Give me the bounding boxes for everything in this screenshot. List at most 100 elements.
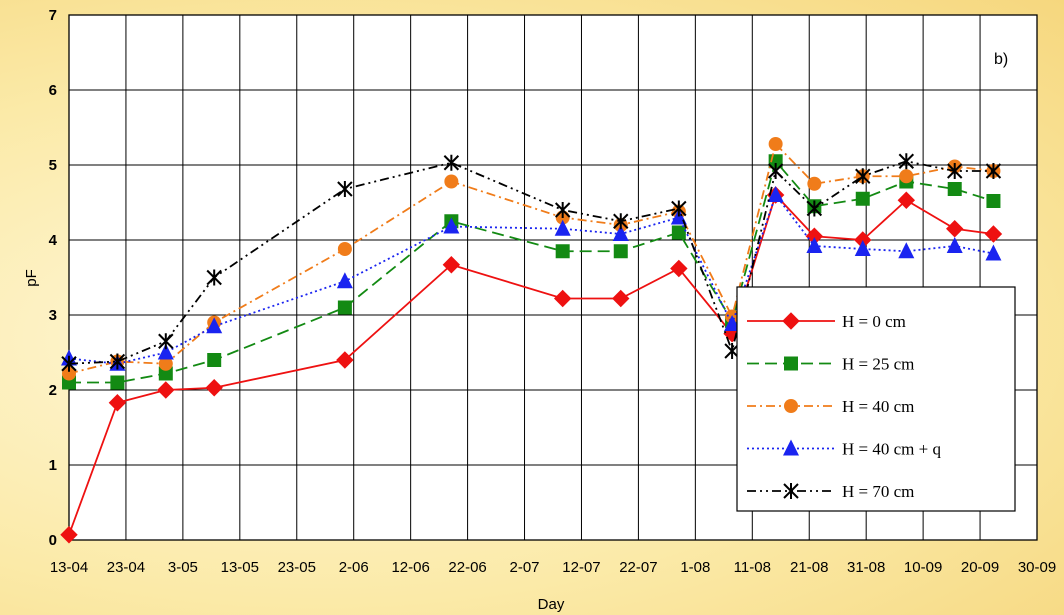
legend-item: H = 0 cm — [747, 312, 906, 331]
y-tick-label: 1 — [49, 457, 57, 474]
diamond-marker — [897, 191, 916, 209]
y-tick-label: 5 — [49, 157, 57, 174]
legend-item: H = 40 cm — [747, 397, 914, 416]
y-tick-label: 2 — [49, 382, 57, 399]
asterisk-marker — [947, 163, 963, 179]
x-tick-label: 22-07 — [619, 559, 657, 576]
legend: H = 0 cm H = 25 cm H = 40 cm H = 40 cm + q H… — [736, 286, 1016, 512]
x-tick-label: 22-06 — [448, 559, 486, 576]
triangle-marker — [783, 439, 799, 456]
square-marker — [784, 356, 798, 371]
square-marker — [986, 194, 1001, 208]
x-tick-label: 12-07 — [562, 559, 600, 576]
data-series — [61, 153, 1002, 372]
square-marker — [158, 366, 173, 381]
data-series — [60, 186, 1003, 544]
asterisk-marker — [855, 168, 871, 185]
square-marker — [337, 300, 352, 315]
square-marker — [671, 225, 686, 240]
triangle-marker — [854, 240, 871, 256]
legend-box — [736, 286, 1016, 512]
diamond-marker — [984, 225, 1003, 243]
y-tick-label: 4 — [49, 232, 58, 249]
diamond-marker — [442, 256, 461, 274]
triangle-marker — [985, 244, 1002, 261]
triangle-marker — [443, 217, 460, 234]
triangle-marker — [806, 237, 823, 253]
asterisk-marker — [613, 213, 629, 230]
x-tick-label: 3-05 — [168, 559, 198, 576]
square-marker — [555, 244, 570, 259]
legend-item: H = 70 cm — [747, 482, 914, 501]
x-tick-label: 10-09 — [904, 559, 942, 576]
x-tick-label: 21-08 — [790, 559, 828, 576]
asterisk-marker — [806, 200, 823, 217]
gridlines — [69, 15, 1037, 540]
square-marker — [613, 244, 628, 259]
diamond-marker — [782, 312, 800, 330]
asterisk-marker — [671, 200, 687, 217]
diamond-marker — [946, 220, 964, 238]
diamond-marker — [205, 379, 223, 397]
series-line — [68, 160, 994, 365]
x-axis-title: Day — [538, 596, 565, 613]
triangle-marker — [898, 242, 915, 259]
asterisk-marker — [443, 154, 460, 171]
legend-item: H = 25 cm — [747, 355, 914, 374]
circle-marker — [337, 242, 352, 256]
square-marker — [207, 353, 222, 367]
legend-label: H = 40 cm + q — [842, 440, 941, 459]
diamond-marker — [670, 259, 688, 278]
triangle-marker — [157, 343, 174, 360]
diamond-marker — [553, 289, 572, 308]
square-marker — [947, 182, 962, 196]
y-tick-label: 3 — [49, 307, 57, 324]
triangle-marker — [767, 186, 784, 202]
series-line — [68, 193, 994, 365]
x-tick-label: 13-04 — [50, 559, 88, 576]
legend-label: H = 70 cm — [842, 482, 914, 501]
triangle-marker — [612, 225, 629, 241]
y-tick-label: 0 — [49, 532, 57, 549]
asterisk-marker — [783, 483, 799, 499]
x-tick-label: 30-09 — [1018, 559, 1056, 576]
diamond-marker — [60, 526, 78, 544]
asterisk-marker — [337, 181, 353, 197]
x-tick-labels: 13-04 23-04 3-05 13-05 23-05 2-06 12-06 22-06 2-… — [50, 559, 1056, 576]
x-tick-label: 12-06 — [391, 559, 429, 576]
circle-marker — [768, 137, 783, 151]
asterisk-marker — [158, 333, 174, 350]
circle-marker — [444, 174, 459, 189]
circle-marker — [899, 169, 914, 184]
x-tick-label: 1-08 — [680, 559, 710, 576]
asterisk-marker — [109, 353, 126, 370]
diamond-marker — [336, 351, 354, 369]
y-tick-label: 7 — [49, 7, 57, 24]
circle-marker — [62, 366, 76, 381]
series-group — [60, 137, 1003, 544]
panel-label: b) — [994, 51, 1008, 68]
triangle-marker — [554, 219, 571, 236]
x-tick-label: 23-05 — [278, 559, 316, 576]
diamond-marker — [108, 394, 127, 412]
legend-label: H = 40 cm — [842, 397, 914, 416]
circle-marker — [807, 176, 822, 191]
diamond-marker — [612, 289, 630, 308]
x-tick-label: 13-05 — [221, 559, 259, 576]
x-tick-label: 2-06 — [339, 559, 369, 576]
series-line — [68, 193, 994, 536]
x-tick-label: 23-04 — [107, 559, 145, 576]
triangle-marker — [946, 237, 963, 253]
x-tick-label: 20-09 — [961, 559, 999, 576]
x-tick-label: 2-07 — [510, 559, 540, 576]
legend-label: H = 25 cm — [842, 355, 914, 374]
y-tick-labels: 0 1 2 3 4 5 6 7 — [49, 7, 58, 549]
square-marker — [110, 375, 125, 390]
asterisk-marker — [206, 269, 222, 286]
asterisk-marker — [985, 163, 1002, 179]
circle-marker — [784, 399, 798, 413]
triangle-marker — [336, 272, 353, 289]
triangle-marker — [206, 317, 223, 334]
y-axis-title: pF — [23, 269, 40, 287]
